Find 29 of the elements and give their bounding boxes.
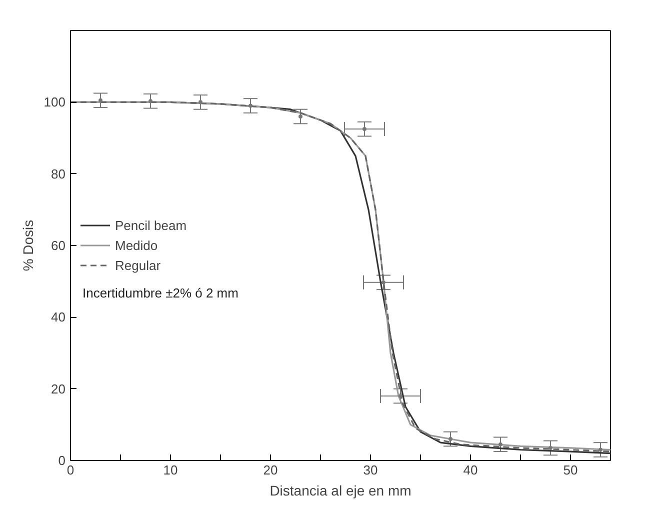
- point: [148, 99, 152, 104]
- point: [548, 446, 552, 450]
- y-tick-label: 80: [51, 166, 66, 182]
- y-axis-title: % Dosis: [20, 220, 36, 272]
- x-axis-title: Distancia al eje en mm: [270, 482, 412, 498]
- legend-label: Medido: [115, 238, 158, 252]
- x-tick-label: 40: [463, 462, 478, 478]
- y-tick-label: 40: [51, 310, 66, 325]
- point: [498, 442, 502, 446]
- y-tick-label: 0: [58, 453, 66, 468]
- x-tick-label: 50: [563, 462, 578, 478]
- y-tick-label: 20: [51, 381, 66, 396]
- point: [362, 127, 366, 132]
- point: [248, 104, 252, 108]
- x-tick-label: 20: [263, 462, 278, 478]
- point: [398, 394, 402, 398]
- y-tick-label: 100: [44, 94, 66, 110]
- point: [598, 448, 602, 452]
- x-tick-label: 30: [363, 462, 378, 478]
- y-tick-label: 60: [51, 238, 66, 253]
- legend-label: Pencil beam: [115, 218, 187, 232]
- point: [448, 437, 452, 441]
- x-tick-label: 10: [163, 462, 178, 478]
- point: [382, 280, 386, 284]
- point: [98, 98, 102, 102]
- point: [298, 114, 302, 118]
- annotation: Incertidumbre ±2% ó 2 mm: [82, 286, 238, 300]
- legend-label: Regular: [115, 258, 161, 272]
- point: [198, 100, 202, 104]
